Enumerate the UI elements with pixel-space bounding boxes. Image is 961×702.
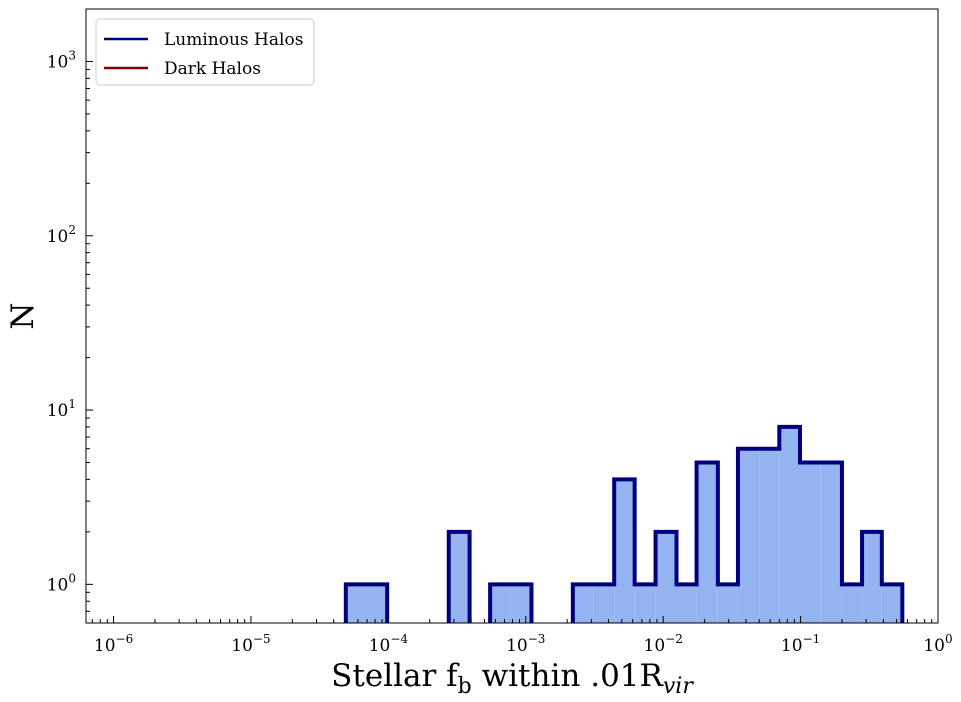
x-tick-label: 10−3 <box>506 632 545 656</box>
x-tick-label: 10−4 <box>369 632 409 656</box>
y-tick-label: 100 <box>47 571 76 595</box>
plot-area <box>343 424 905 623</box>
histogram-bar <box>820 462 842 623</box>
histogram-bar <box>737 448 760 623</box>
x-tick-label: 100 <box>923 632 952 656</box>
legend: Luminous Halos Dark Halos <box>95 18 315 86</box>
histogram-bar <box>696 462 718 623</box>
legend-label: Luminous Halos <box>164 30 303 50</box>
x-tick-label: 10−6 <box>94 632 133 656</box>
histogram-bar <box>717 584 738 623</box>
histogram-bar <box>593 584 615 623</box>
legend-label: Dark Halos <box>164 59 261 79</box>
histogram-bar <box>881 584 903 623</box>
series-0 <box>343 424 905 623</box>
histogram-bar <box>862 531 882 623</box>
histogram-bar <box>345 584 388 623</box>
histogram-bar <box>634 584 656 623</box>
legend-box <box>95 18 315 86</box>
x-tick-label: 10−5 <box>231 632 270 656</box>
histogram-outline <box>343 424 905 623</box>
histogram-bar <box>676 584 697 623</box>
axis-ticks: 10−6 10−5 10−4 10−3 10−2 10−1 100 100 101 102 103 <box>47 8 953 656</box>
histogram-bar <box>490 584 511 623</box>
histogram-bar <box>759 448 780 623</box>
y-tick-label: 102 <box>47 223 76 247</box>
y-axis-label: N <box>5 302 41 329</box>
x-axis-label: Stellar fb within .01Rvir <box>331 658 694 699</box>
histogram-bar <box>572 584 594 623</box>
x-tick-label: 10−1 <box>781 632 820 656</box>
histogram-bar <box>448 531 470 623</box>
x-tick-label: 10−2 <box>644 632 683 656</box>
histogram-bar <box>779 426 800 623</box>
histogram-bar <box>510 584 532 623</box>
histogram-bar <box>614 479 635 623</box>
histogram-bar <box>799 462 821 623</box>
y-tick-label: 101 <box>47 397 76 421</box>
histogram-bar <box>841 584 863 623</box>
histogram-bar <box>655 531 677 623</box>
y-tick-label: 103 <box>47 48 76 72</box>
